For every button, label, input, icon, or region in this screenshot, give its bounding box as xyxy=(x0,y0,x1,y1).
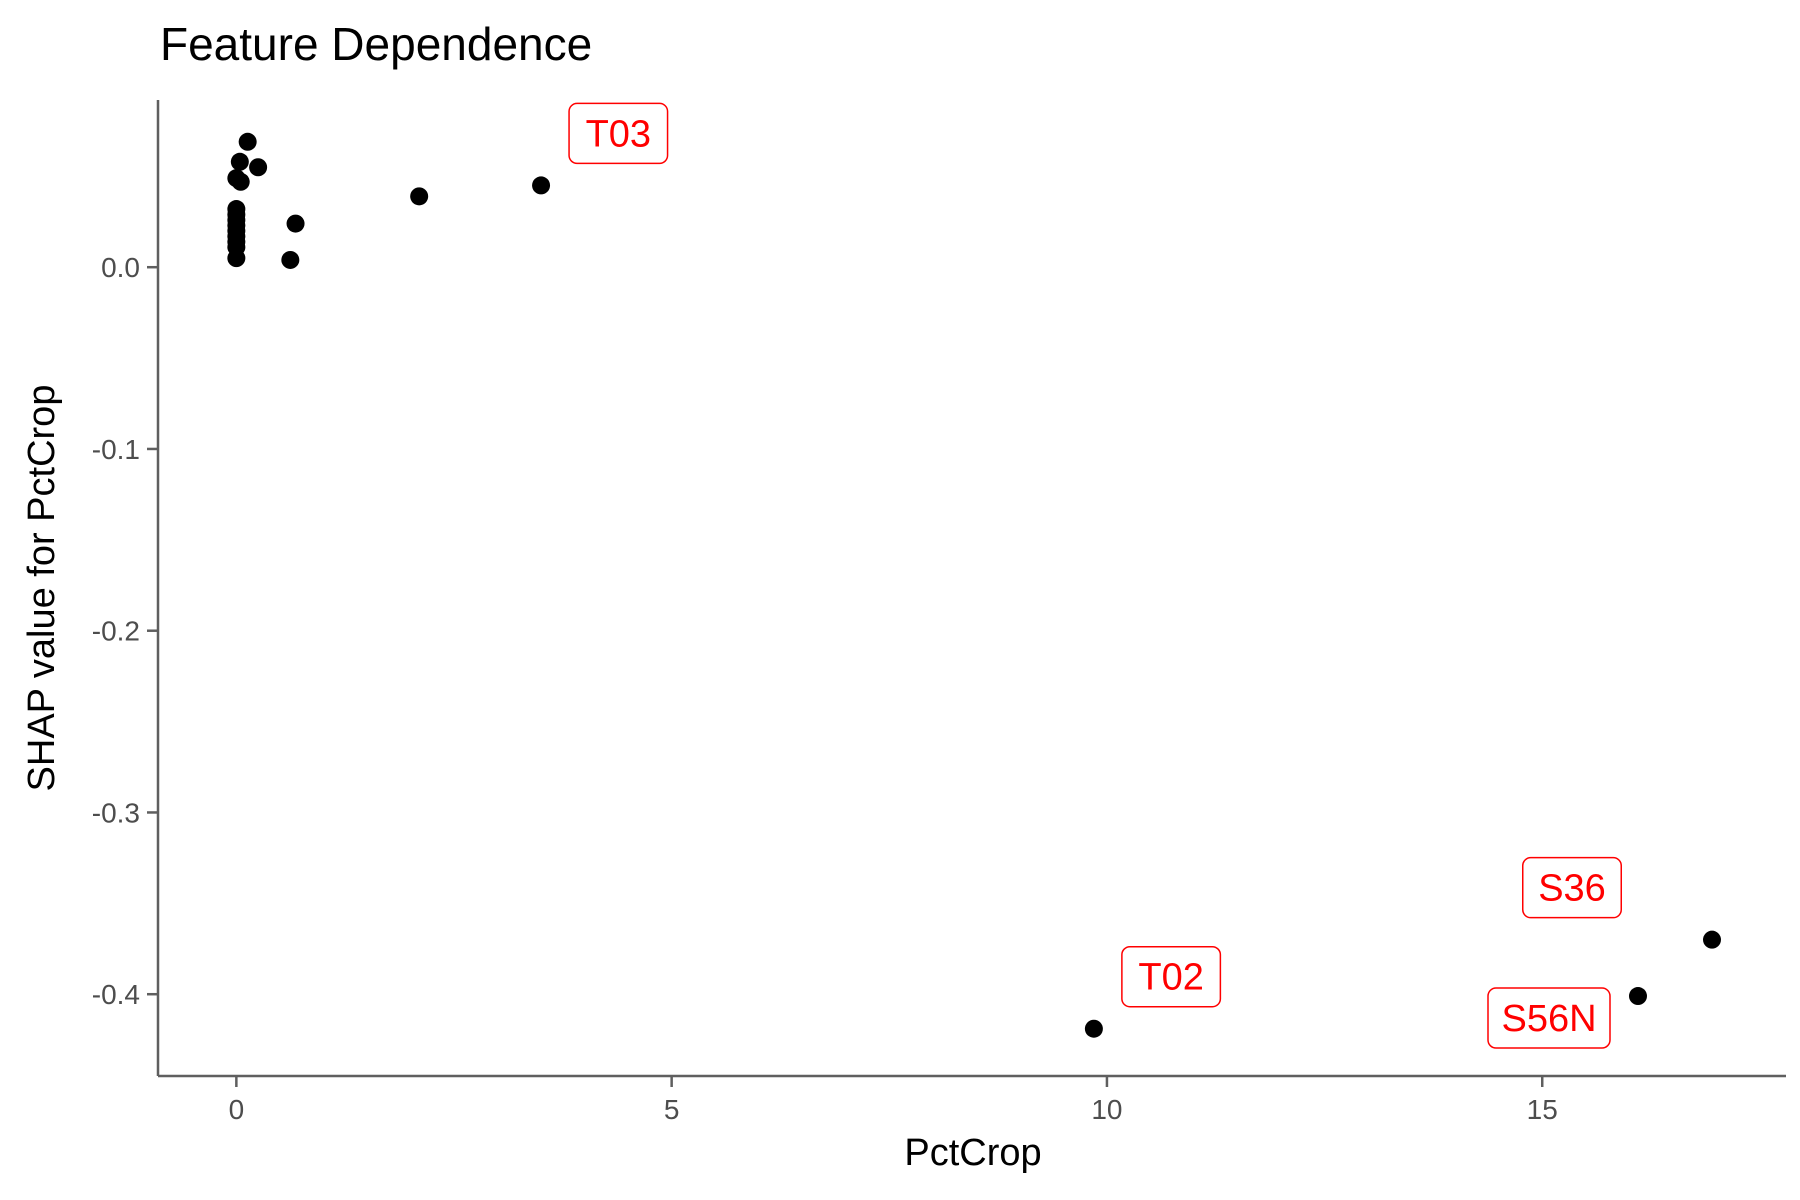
data-point xyxy=(286,214,305,233)
y-axis-title: SHAP value for PctCrop xyxy=(21,385,63,792)
data-point xyxy=(231,172,250,191)
x-tick-label: 10 xyxy=(1091,1094,1122,1125)
y-tick-label: 0.0 xyxy=(101,252,140,283)
data-point xyxy=(410,187,429,206)
y-tick-label: -0.2 xyxy=(92,616,140,647)
point-labels: T03 T02 S56N S36 xyxy=(568,102,1622,1049)
chart-title: Feature Dependence xyxy=(160,18,592,70)
point-label-t02: T02 xyxy=(1121,945,1222,1008)
point-label-box xyxy=(1487,987,1611,1049)
y-tick-label: -0.1 xyxy=(92,434,140,465)
data-point xyxy=(1629,987,1647,1006)
point-label-text: T03 xyxy=(586,113,651,155)
data-point xyxy=(532,176,551,195)
x-axis-title: PctCrop xyxy=(904,1132,1041,1174)
point-label-box xyxy=(568,102,669,165)
data-point xyxy=(281,250,300,269)
data-point xyxy=(227,249,246,268)
point-label-t03: T03 xyxy=(568,102,669,165)
point-label-text: T02 xyxy=(1138,957,1203,999)
data-point xyxy=(238,132,257,151)
x-tick-label: 0 xyxy=(229,1094,245,1125)
x-axis-ticks: 0 5 10 15 xyxy=(229,1076,1558,1125)
data-point xyxy=(1703,930,1721,949)
point-label-s36: S36 xyxy=(1522,856,1622,919)
scatter-points xyxy=(227,132,1721,1038)
y-axis-ticks: 0.0 -0.1 -0.2 -0.3 -0.4 xyxy=(92,252,158,1010)
point-label-box xyxy=(1121,945,1222,1008)
y-tick-label: -0.3 xyxy=(92,797,140,828)
data-point xyxy=(249,158,268,177)
point-label-s56n: S56N xyxy=(1487,987,1611,1049)
x-tick-label: 5 xyxy=(664,1094,680,1125)
data-point xyxy=(230,152,249,171)
data-point xyxy=(1084,1019,1103,1038)
y-tick-label: -0.4 xyxy=(92,979,140,1010)
point-label-text: S56N xyxy=(1501,998,1596,1040)
point-label-text: S36 xyxy=(1538,868,1606,910)
point-label-box xyxy=(1522,856,1622,919)
x-tick-label: 15 xyxy=(1527,1094,1558,1125)
